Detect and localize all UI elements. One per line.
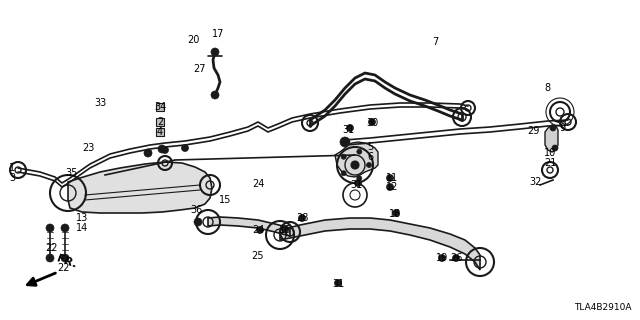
Circle shape: [355, 180, 362, 187]
Circle shape: [367, 163, 371, 167]
Text: 34: 34: [154, 102, 166, 112]
Circle shape: [298, 214, 305, 221]
Text: 31: 31: [342, 125, 354, 135]
Text: 2: 2: [157, 117, 163, 127]
Circle shape: [346, 124, 353, 132]
Circle shape: [257, 227, 264, 234]
Text: 27: 27: [193, 64, 205, 74]
Text: 5: 5: [367, 142, 373, 152]
Circle shape: [194, 218, 202, 226]
Circle shape: [161, 147, 168, 154]
Polygon shape: [335, 142, 378, 177]
Text: 10: 10: [544, 148, 556, 158]
Text: 36: 36: [190, 205, 202, 215]
Text: 20: 20: [187, 35, 199, 45]
Circle shape: [282, 226, 289, 233]
Text: 17: 17: [212, 29, 224, 39]
Circle shape: [438, 254, 445, 261]
Bar: [156, 103, 164, 111]
Text: 11: 11: [386, 173, 398, 183]
Circle shape: [211, 48, 219, 56]
Circle shape: [552, 145, 558, 151]
Circle shape: [145, 149, 152, 156]
Circle shape: [158, 145, 166, 153]
Circle shape: [211, 91, 219, 99]
Text: 1: 1: [9, 163, 15, 173]
Circle shape: [351, 161, 359, 169]
Circle shape: [452, 254, 460, 261]
Text: 4: 4: [157, 127, 163, 137]
Circle shape: [144, 149, 152, 157]
Text: 22: 22: [45, 243, 58, 253]
Bar: [156, 128, 164, 136]
Polygon shape: [208, 217, 290, 236]
Text: 9: 9: [559, 123, 565, 133]
Circle shape: [182, 145, 189, 151]
Circle shape: [392, 210, 399, 217]
Bar: [156, 118, 164, 126]
Text: 32: 32: [530, 177, 542, 187]
Text: 13: 13: [76, 213, 88, 223]
Text: 8: 8: [544, 83, 550, 93]
Polygon shape: [68, 162, 212, 213]
Text: 12: 12: [386, 182, 398, 192]
Circle shape: [387, 174, 394, 181]
Text: 31: 31: [350, 180, 362, 190]
Text: 23: 23: [82, 143, 94, 153]
Text: 21: 21: [544, 158, 556, 168]
Text: 3: 3: [9, 173, 15, 183]
Text: 28: 28: [296, 213, 308, 223]
Text: 29: 29: [527, 126, 539, 136]
Circle shape: [387, 183, 394, 190]
Text: 30: 30: [366, 118, 378, 128]
Text: 6: 6: [367, 152, 373, 162]
Text: TLA4B2910A: TLA4B2910A: [575, 303, 632, 312]
Text: 16: 16: [279, 225, 291, 235]
Text: 35: 35: [66, 168, 78, 178]
Text: 24: 24: [252, 179, 264, 189]
Text: 15: 15: [219, 195, 231, 205]
Circle shape: [341, 171, 346, 176]
Circle shape: [550, 125, 556, 131]
Circle shape: [357, 149, 362, 154]
Text: 18: 18: [389, 209, 401, 219]
Circle shape: [61, 254, 69, 262]
Text: 33: 33: [94, 98, 106, 108]
Text: 24: 24: [252, 225, 264, 235]
Text: 31: 31: [332, 279, 344, 289]
Circle shape: [369, 118, 376, 125]
Text: 26: 26: [450, 253, 462, 263]
Text: 22: 22: [57, 263, 69, 273]
Text: 19: 19: [436, 253, 448, 263]
Circle shape: [335, 279, 342, 286]
Polygon shape: [280, 218, 480, 270]
Circle shape: [46, 254, 54, 262]
Circle shape: [357, 176, 362, 181]
Text: FR.: FR.: [55, 253, 77, 270]
Circle shape: [61, 224, 69, 232]
Text: 14: 14: [76, 223, 88, 233]
Polygon shape: [545, 125, 558, 152]
Circle shape: [46, 224, 54, 232]
Circle shape: [340, 137, 350, 147]
Text: 7: 7: [432, 37, 438, 47]
Text: 25: 25: [252, 251, 264, 261]
Circle shape: [341, 154, 346, 159]
